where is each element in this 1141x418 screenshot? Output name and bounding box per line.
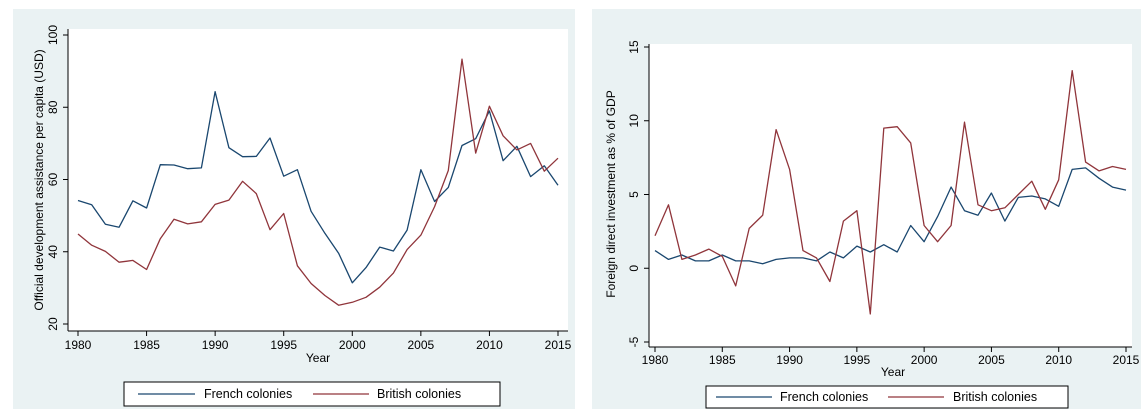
x-tick-label: 2010 [476, 338, 503, 352]
y-axis-label: Foreign direct investment as % of GDP [604, 90, 618, 297]
legend-box [705, 385, 1069, 409]
x-tick-label: 2005 [408, 338, 435, 352]
x-tick-label: 2000 [911, 353, 938, 367]
x-axis-label: Year [306, 351, 330, 365]
legend-label-french: French colonies [780, 390, 868, 404]
legend-label-french: French colonies [204, 387, 292, 401]
x-tick-label: 1980 [642, 353, 669, 367]
x-ticks: 1980 1985 1990 1995 2000 2005 2010 2015 [65, 331, 572, 352]
x-tick-label: 1995 [270, 338, 297, 352]
y-tick-label: 5 [627, 191, 641, 198]
legend: French colonies British colonies [123, 381, 501, 407]
legend-label-british: British colonies [953, 390, 1037, 404]
x-ticks: 1980 1985 1990 1995 2000 2005 2010 2015 [642, 347, 1140, 367]
legend: French colonies British colonies [705, 385, 1069, 409]
y-ticks: 20 40 60 80 100 [46, 25, 68, 331]
legend-label-british: British colonies [377, 387, 461, 401]
fdi-chart: -5 0 5 10 15 1980 1985 1990 1995 2000 2005 2010 201… [604, 40, 1140, 409]
series-lines [654, 69, 1127, 315]
x-tick-label: 2015 [545, 338, 572, 352]
x-tick-label: 1995 [844, 353, 871, 367]
x-tick-label: 2000 [339, 338, 366, 352]
y-tick-label: 40 [46, 245, 60, 259]
y-tick-label: 80 [46, 100, 60, 114]
y-tick-label: 100 [46, 25, 60, 45]
x-tick-label: 2005 [978, 353, 1005, 367]
x-tick-label: 2015 [1113, 353, 1140, 367]
plot-area [649, 44, 1132, 347]
series-line-french-colonies [654, 167, 1127, 265]
x-tick-label: 1980 [65, 338, 92, 352]
x-tick-label: 1990 [776, 353, 803, 367]
series-lines [77, 58, 559, 306]
left-chart-panel: 20 40 60 80 100 1980 1985 1990 1995 2000 2005 2010… [13, 9, 575, 409]
right-chart-panel: -5 0 5 10 15 1980 1985 1990 1995 2000 2005 2010 201… [592, 9, 1141, 409]
series-line-french-colonies [77, 91, 559, 284]
x-tick-label: 1990 [202, 338, 229, 352]
y-tick-label: -5 [627, 336, 641, 347]
y-tick-label: 20 [46, 317, 60, 331]
y-tick-label: 15 [627, 40, 641, 54]
x-tick-label: 2010 [1045, 353, 1072, 367]
y-tick-label: 10 [627, 114, 641, 128]
oda-chart: 20 40 60 80 100 1980 1985 1990 1995 2000 2005 2010… [32, 25, 572, 407]
y-axis-label: Official development assistance per capi… [32, 49, 46, 310]
x-tick-label: 1985 [133, 338, 160, 352]
series-line-british-colonies [654, 69, 1127, 315]
y-tick-label: 0 [627, 265, 641, 272]
y-tick-label: 60 [46, 173, 60, 187]
series-line-british-colonies [77, 58, 559, 306]
y-ticks: -5 0 5 10 15 [627, 40, 649, 347]
x-tick-label: 1985 [709, 353, 736, 367]
x-axis-label: Year [881, 365, 905, 379]
plot-area [68, 29, 568, 331]
